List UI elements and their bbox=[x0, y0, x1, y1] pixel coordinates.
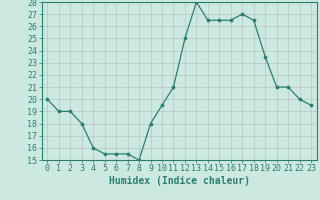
X-axis label: Humidex (Indice chaleur): Humidex (Indice chaleur) bbox=[109, 176, 250, 186]
